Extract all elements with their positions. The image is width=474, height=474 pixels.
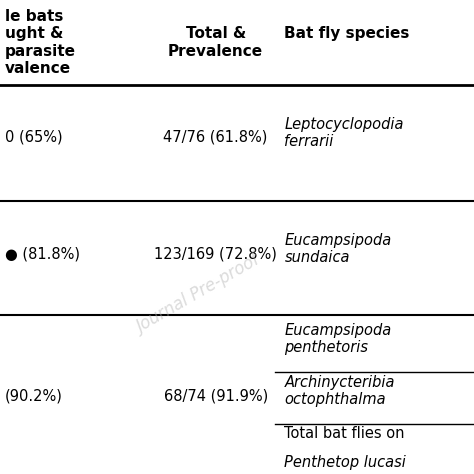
Text: ● (81.8%): ● (81.8%) (5, 246, 80, 261)
Text: Eucampsipoda
penthetoris: Eucampsipoda penthetoris (284, 323, 392, 355)
Text: Total &
Prevalence: Total & Prevalence (168, 27, 263, 59)
Text: 47/76 (61.8%): 47/76 (61.8%) (164, 130, 268, 145)
Text: Leptocyclopodia
ferrarii: Leptocyclopodia ferrarii (284, 117, 404, 149)
Text: Journal Pre-proof: Journal Pre-proof (134, 251, 264, 337)
Text: Penthetор lucasi: Penthetор lucasi (284, 455, 406, 470)
Text: 68/74 (91.9%): 68/74 (91.9%) (164, 388, 268, 403)
Text: Eucampsipoda
sundaica: Eucampsipoda sundaica (284, 233, 392, 265)
Text: (90.2%): (90.2%) (5, 388, 63, 403)
Text: 0 (65%): 0 (65%) (5, 130, 63, 145)
Text: Archinycteribia
octophthalma: Archinycteribia octophthalma (284, 375, 395, 407)
Text: Total bat flies on: Total bat flies on (284, 426, 405, 441)
Text: le bats
ught &
parasite
valence: le bats ught & parasite valence (5, 9, 76, 76)
Text: 123/169 (72.8%): 123/169 (72.8%) (154, 246, 277, 261)
Text: Bat fly species: Bat fly species (284, 26, 410, 41)
